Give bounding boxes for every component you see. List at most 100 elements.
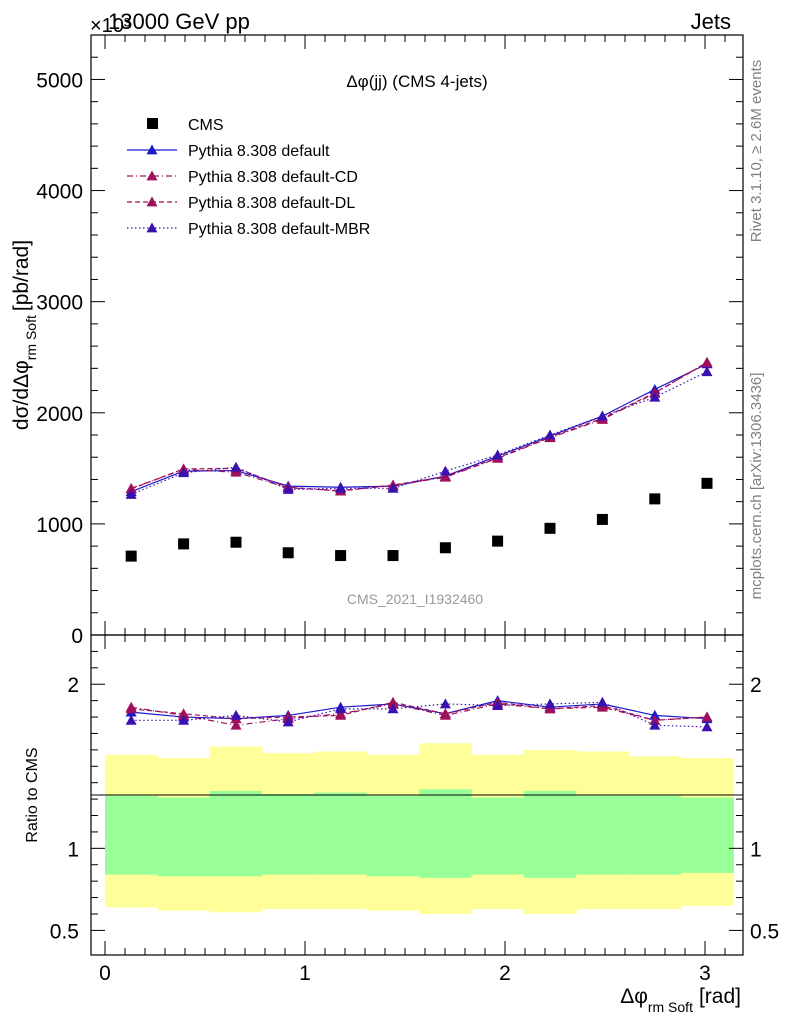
data-point-square [596,513,608,525]
ratio-data-point-triangle [230,719,242,730]
ratio-band-green [523,790,577,878]
data-point-square [544,522,556,534]
data-point-triangle [701,366,713,377]
ratio-axis-ticks [91,635,743,955]
data-point-triangle [125,483,137,494]
watermark-label: CMS_2021_I1932460 [347,591,483,607]
ratio-series-line [131,703,708,726]
ratio-band-green [681,797,734,873]
ylabel-unit: [pb/rad] [10,240,33,311]
ratio-series-layer [125,695,713,732]
data-point-triangle [125,488,137,499]
legend-label: Pythia 8.308 default-DL [188,195,355,212]
main-y-tick-labels: 0 1000 2000 3000 4000 5000 [36,69,83,648]
ratio-band-green [419,789,473,878]
ratio-band-green [471,797,525,875]
ratio-band-green [576,795,630,875]
ratio-band-green [209,790,263,877]
ratio-data-point-triangle [492,700,504,710]
ratio-band-green [262,794,315,875]
main-y-tick-label: 1000 [36,514,83,537]
axis-exponent-label: ×10³ [90,15,131,37]
ratio-data-point-triangle [178,708,190,719]
ratio-y-tick-label-right: 0.5 [750,920,779,943]
ratio-data-point-triangle [701,721,713,732]
main-series-layer [125,356,713,562]
main-y-tick-label: 2000 [36,403,83,426]
svg-text:dσ/dΔφrm Soft[pb/rad]: dσ/dΔφrm Soft [pb/rad] [10,240,39,430]
ratio-data-point-triangle [282,716,294,727]
legend-label: CMS [188,117,224,134]
ratio-data-point-triangle [335,709,347,720]
ratio-data-point-triangle [439,698,451,709]
ratio-data-point-triangle [387,696,399,707]
ratio-band-green [157,797,211,877]
ratio-data-point-triangle [596,696,608,707]
x-tick-label: 0 [99,962,111,985]
legend-label: Pythia 8.308 default [188,143,330,160]
data-point-square [282,547,294,559]
main-y-tick-label: 5000 [36,69,83,92]
x-tick-label: 1 [299,962,311,985]
series-line [130,361,708,492]
mcplots-label: mcplots.cern.ch [arXiv:1306.3436] [748,373,765,600]
data-point-triangle [282,483,294,494]
ratio-band-green [314,792,368,875]
x-tick-label: 2 [499,962,511,985]
data-point-square [387,550,399,562]
ratio-series-line [131,701,708,721]
series-line [130,371,708,495]
data-point-triangle [439,471,451,482]
header-right-label: Jets [691,9,731,34]
x-axis-label: Δφrm Soft [rad] [620,985,741,1015]
legend-marker-triangle [146,222,158,233]
data-point-triangle [387,482,399,493]
ratio-data-point-triangle [387,703,399,714]
data-point-square [492,535,504,547]
ratio-y-tick-labels: 0.5 0.5 1 1 2 2 [50,674,779,943]
header-left-label: 13000 GeV pp [108,9,250,34]
ratio-y-tick-label-left: 2 [67,674,79,697]
x-tick-label: 3 [699,962,711,985]
ratio-band-green [105,795,158,875]
legend-label: Pythia 8.308 default-MBR [188,221,370,238]
ratio-y-axis-label: Ratio to CMS [24,747,41,842]
ylabel-main: dσ/dΔφ [10,360,33,430]
data-point-square [439,542,451,554]
data-point-triangle [439,465,451,476]
series-line [130,362,708,492]
data-point-square [178,538,190,550]
legend-marker-triangle [146,170,158,181]
legend-marker-triangle [146,196,158,207]
data-point-triangle [178,467,190,478]
ratio-data-point-triangle [125,703,137,714]
main-y-tick-label: 3000 [36,292,83,315]
rivet-version-label: Rivet 3.1.10, ≥ 2.6M events [748,60,765,243]
data-point-triangle [335,482,347,493]
ratio-y-tick-label-right: 1 [750,838,762,861]
ratio-data-point-triangle [439,708,451,719]
data-point-square [335,550,347,562]
main-axis-ticks [91,35,743,636]
ratio-panel: 0.5 0.5 1 1 2 2 0 1 2 3 Ratio to CMS Δφrm Soft [r… [24,634,779,1015]
ylabel-sub: rm Soft [23,315,39,360]
series-line [130,363,708,493]
xlabel-sub: rm Soft [648,999,693,1015]
ratio-data-point-triangle [230,709,242,720]
data-point-triangle [492,449,504,460]
ratio-data-point-triangle [544,698,556,709]
data-point-square [125,550,137,562]
ratio-band-green [366,795,420,877]
ratio-data-point-triangle [701,711,713,722]
legend-marker-triangle [146,144,158,155]
data-point-square [701,477,713,489]
main-y-tick-label: 4000 [36,181,83,204]
ratio-data-point-triangle [649,719,661,730]
ratio-y-tick-label-left: 0.5 [50,920,79,943]
data-point-triangle [544,429,556,440]
main-chart-title: Δφ(jj) (CMS 4-jets) [346,72,487,91]
data-point-triangle [701,357,713,368]
ratio-y-tick-label-left: 1 [67,838,79,861]
ratio-series-line [131,701,708,728]
